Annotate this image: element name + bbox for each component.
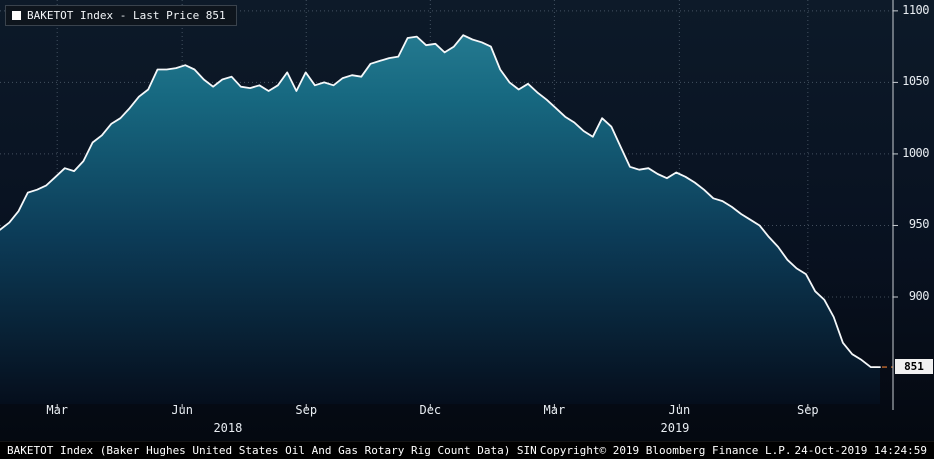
- y-axis-label: 1050: [902, 74, 929, 89]
- series-legend[interactable]: BAKETOT Index - Last Price 851: [5, 5, 237, 26]
- y-axis-label: 1000: [902, 145, 929, 160]
- x-axis-label: Mar: [46, 403, 69, 417]
- x-axis-year-label: 2018: [213, 421, 243, 435]
- x-axis-label: Dec: [419, 403, 442, 417]
- y-axis-ticks: [56, 10, 898, 409]
- timestamp: 24-Oct-2019 14:24:59: [794, 444, 927, 457]
- x-axis-year-label: 2019: [660, 421, 690, 435]
- price-line: [0, 34, 881, 368]
- price-area: [0, 35, 880, 404]
- x-axis-label: Sep: [796, 403, 819, 417]
- x-axis-label: Jun: [171, 403, 193, 417]
- last-price-badge: 851: [895, 359, 933, 375]
- ticker-description: BAKETOT Index (Baker Hughes United State…: [7, 444, 537, 457]
- chart-canvas[interactable]: [0, 0, 934, 442]
- series-legend-label: BAKETOT Index - Last Price 851: [27, 9, 226, 22]
- copyright-text: Copyright© 2019 Bloomberg Finance L.P.: [539, 444, 792, 457]
- status-bar: BAKETOT Index (Baker Hughes United State…: [0, 441, 934, 459]
- y-axis-label: 950: [908, 217, 930, 232]
- series-swatch-icon: [12, 11, 21, 20]
- y-axis-label: 900: [908, 288, 930, 303]
- y-axis-label: 1100: [902, 2, 929, 17]
- x-axis-label: Sep: [295, 403, 318, 417]
- x-axis-label: Mar: [543, 403, 566, 417]
- x-axis-label: Jun: [668, 403, 691, 417]
